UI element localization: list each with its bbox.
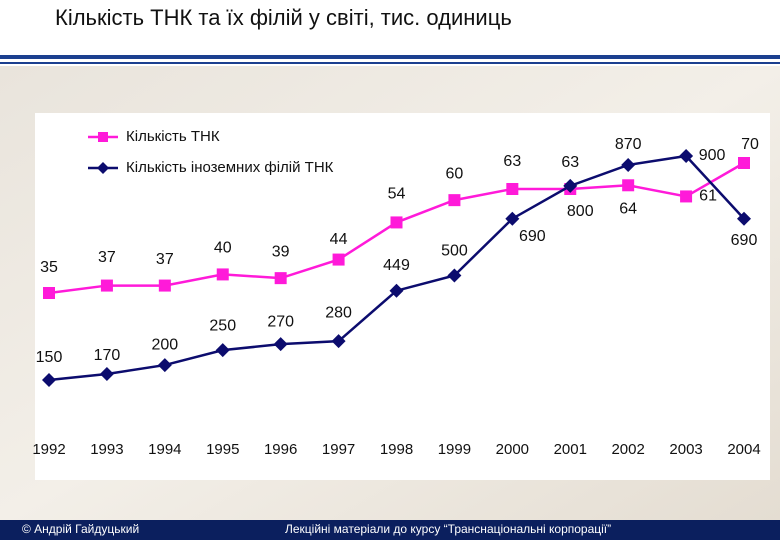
data-label: 690: [519, 228, 546, 245]
marker: [389, 283, 404, 298]
marker: [622, 179, 635, 192]
marker: [679, 149, 694, 163]
marker: [100, 279, 113, 292]
marker: [157, 358, 172, 373]
data-label: 900: [699, 147, 726, 164]
marker: [43, 287, 55, 299]
legend-marker: [98, 132, 108, 142]
data-label: 800: [567, 203, 594, 220]
marker: [216, 268, 229, 281]
marker: [738, 157, 750, 169]
footer-course: Лекційні матеріали до курсу “Транснаціон…: [285, 522, 611, 536]
marker: [331, 334, 346, 349]
chart-title: Кількість ТНК та їх філій у світі, тис. …: [55, 5, 512, 30]
footer-bar: [0, 520, 780, 540]
data-label: 54: [388, 186, 406, 203]
x-tick-label: 1999: [438, 441, 471, 458]
data-label: 60: [446, 165, 464, 182]
marker: [158, 279, 171, 292]
data-label: 40: [214, 240, 232, 257]
marker: [447, 268, 462, 283]
data-label: 170: [94, 347, 121, 364]
marker: [506, 183, 519, 195]
legend-label: Кількість ТНК: [126, 128, 220, 145]
data-label: 270: [267, 313, 294, 330]
x-tick-label: 2000: [496, 441, 529, 458]
legend-label: Кількість іноземних філій ТНК: [126, 159, 334, 176]
data-label: 64: [619, 201, 637, 218]
data-label: 870: [615, 136, 642, 153]
x-tick-label: 1994: [148, 441, 181, 458]
marker: [215, 343, 230, 358]
data-label: 39: [272, 243, 290, 260]
data-label: 690: [731, 232, 758, 249]
marker: [737, 211, 751, 226]
marker: [332, 253, 345, 266]
x-tick-label: 2003: [669, 441, 702, 458]
x-tick-label: 1995: [206, 441, 239, 458]
data-label: 250: [209, 317, 236, 334]
data-label: 35: [40, 259, 58, 276]
x-tick-label: 1998: [380, 441, 413, 458]
legend-marker: [97, 162, 109, 174]
plot-area: [35, 113, 770, 480]
data-label: 280: [325, 304, 352, 321]
marker: [390, 216, 403, 229]
marker: [505, 211, 520, 226]
data-label: 63: [503, 153, 521, 170]
x-tick-label: 1992: [32, 441, 65, 458]
plot: 1992 1993 1994 1995 1996 1997 1998 1999 2000 2001…: [32, 128, 760, 458]
data-label: 63: [561, 154, 579, 171]
data-label: 44: [330, 231, 348, 248]
x-tick-label: 2001: [554, 441, 587, 458]
marker: [621, 157, 636, 172]
marker: [273, 337, 288, 352]
x-tick-label: 1997: [322, 441, 355, 458]
marker: [99, 367, 114, 382]
header-rule: [0, 62, 780, 64]
x-tick-label: 2004: [727, 441, 760, 458]
data-label: 70: [741, 136, 759, 153]
data-label: 500: [441, 243, 468, 260]
marker: [274, 272, 287, 285]
x-tick-label: 1993: [90, 441, 123, 458]
data-label: 200: [151, 336, 178, 353]
data-label: 61: [699, 188, 717, 205]
marker: [563, 178, 578, 193]
data-label: 449: [383, 257, 410, 274]
marker: [448, 194, 461, 207]
data-label: 37: [98, 249, 116, 266]
x-tick-label: 2002: [611, 441, 644, 458]
header-rule: [0, 55, 780, 59]
data-label: 150: [36, 349, 63, 366]
data-label: 37: [156, 251, 174, 268]
marker: [680, 190, 693, 203]
footer-author: © Андрій Гайдуцький: [22, 522, 139, 536]
marker: [42, 373, 56, 387]
x-tick-label: 1996: [264, 441, 297, 458]
